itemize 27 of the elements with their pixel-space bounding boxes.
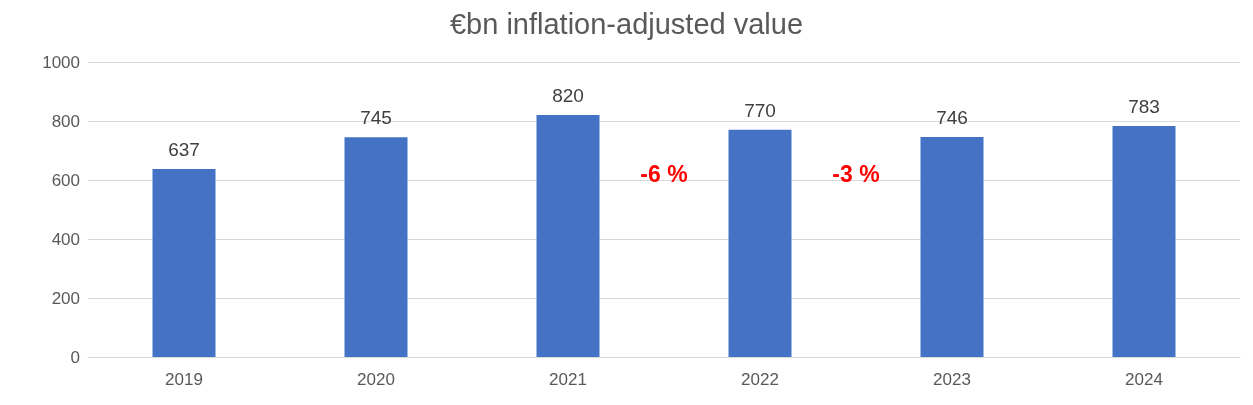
chart-title: €bn inflation-adjusted value: [449, 7, 804, 40]
data-label: 770: [744, 99, 776, 121]
y-tick-label: 400: [51, 229, 80, 249]
y-tick-label: 800: [51, 111, 80, 131]
x-tick-label: 2020: [357, 370, 395, 389]
data-label: 746: [936, 106, 968, 128]
y-tick-label: 600: [51, 170, 80, 190]
bar: [1112, 126, 1176, 357]
bar: [920, 136, 984, 357]
y-tick-label: 1000: [42, 52, 80, 72]
data-label: 820: [552, 85, 584, 107]
x-tick-label: 2021: [549, 370, 587, 389]
data-label: 783: [1128, 96, 1160, 118]
y-tick-label: 200: [51, 288, 80, 308]
bar: [344, 137, 408, 357]
x-tick-label: 2024: [1125, 370, 1163, 389]
annotation: -3 %: [832, 161, 880, 188]
bar: [728, 129, 792, 357]
x-tick-label: 2019: [165, 370, 203, 389]
bar: [536, 115, 600, 357]
annotation: -6 %: [640, 161, 688, 188]
data-label: 637: [168, 139, 200, 161]
data-label: 745: [360, 107, 392, 129]
x-tick-label: 2023: [933, 370, 971, 389]
y-tick-label: 0: [70, 347, 80, 367]
x-tick-label: 2022: [741, 370, 779, 389]
bar: [152, 169, 216, 357]
